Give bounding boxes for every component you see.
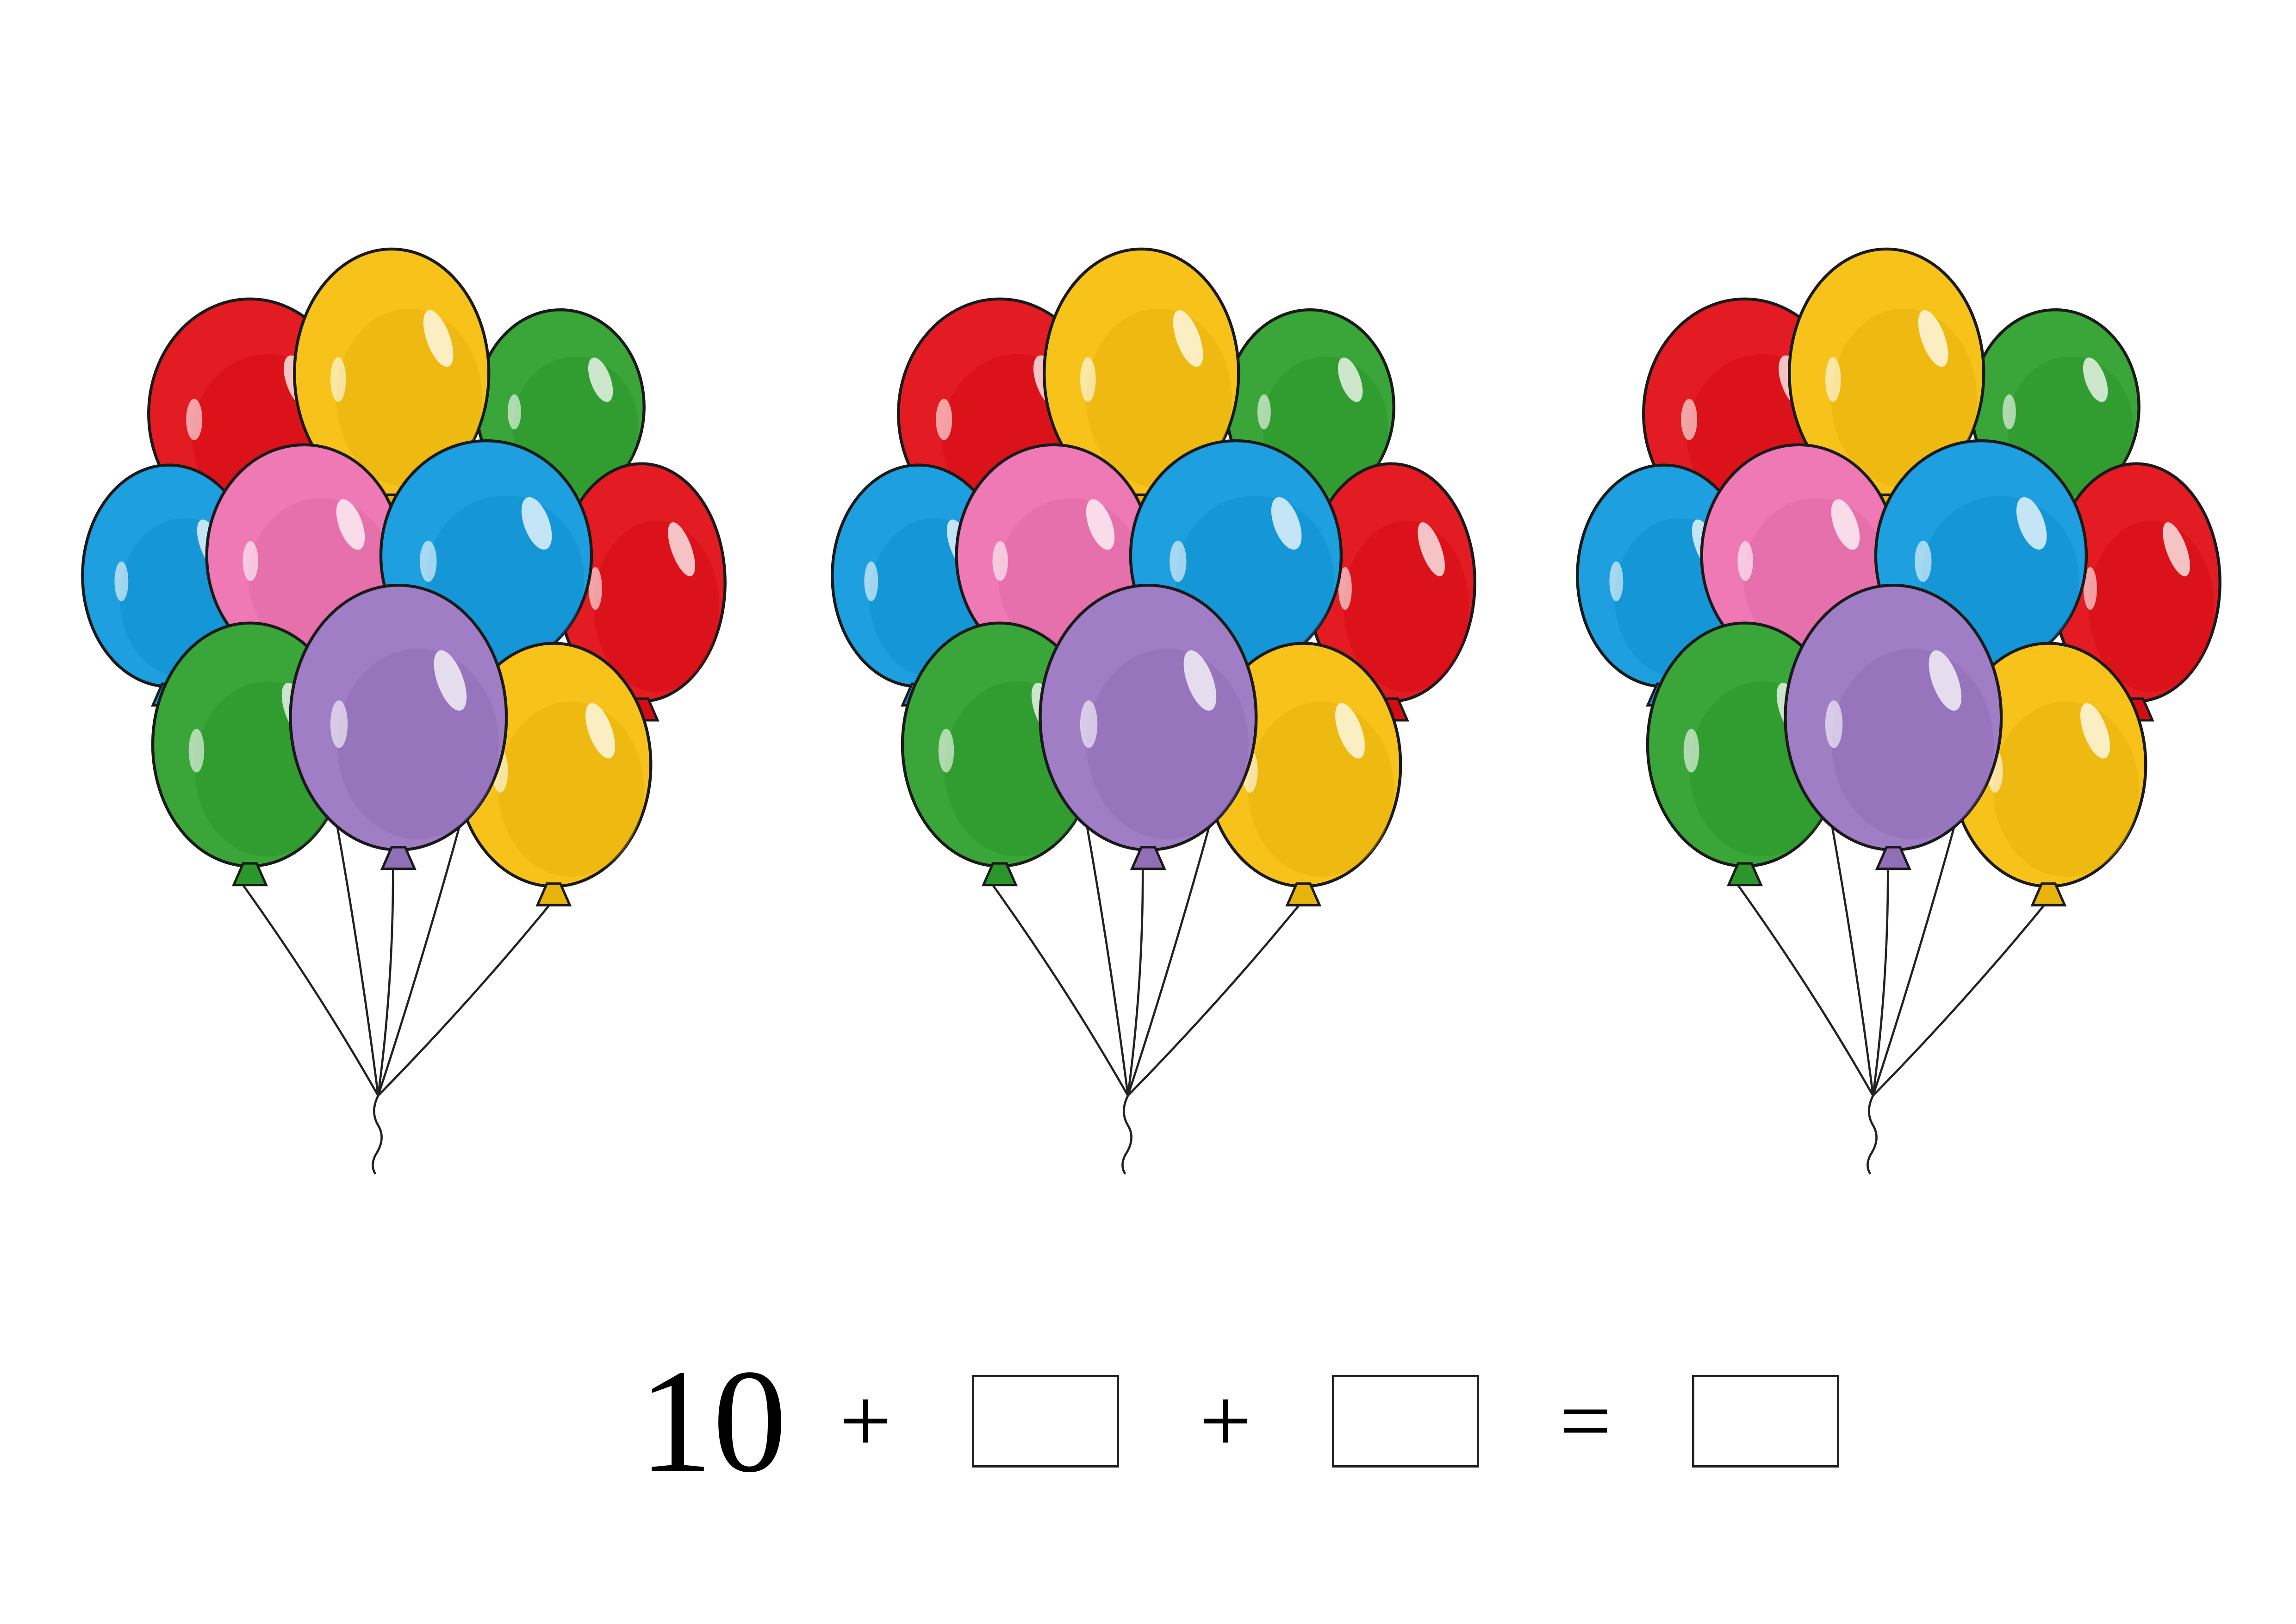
balloon-yellow [1788,247,1985,518]
string-tail [372,1095,383,1175]
balloon-purple [289,583,508,870]
balloon-string [1127,899,1305,1097]
string-tail [1121,1095,1132,1175]
balloon-yellow [293,247,491,518]
balloon-string [1126,863,1144,1096]
plus-sign: + [839,1370,892,1472]
string-tail [1867,1095,1878,1175]
balloon-string [1872,899,2050,1097]
balloon-purple [1784,583,2003,870]
balloon-bunch-3 [1550,231,2263,1204]
balloon-red [2051,462,2221,722]
addition-equation: 10 + + = [639,1333,1839,1509]
balloon-string [1733,879,1874,1096]
balloon-string [377,899,555,1097]
answer-box-3[interactable] [1692,1375,1839,1468]
balloon-bunch-icon [831,247,1476,1175]
balloon-string [1872,863,1889,1096]
answer-box-2[interactable] [1332,1375,1479,1468]
balloon-string [988,879,1129,1096]
balloon-string [238,879,380,1096]
balloon-red [1306,462,1476,722]
balloon-bunch-icon [81,247,727,1175]
balloon-string [377,863,394,1096]
balloon-purple [1039,583,1258,870]
first-addend: 10 [639,1339,787,1503]
balloon-bunch-1 [56,231,768,1204]
balloon-bunch-2 [805,231,1518,1204]
balloon-bunch-icon [1576,247,2221,1175]
balloon-red [556,462,727,722]
plus-sign: + [1199,1370,1252,1472]
answer-box-1[interactable] [972,1375,1119,1468]
equals-sign: = [1559,1370,1612,1472]
